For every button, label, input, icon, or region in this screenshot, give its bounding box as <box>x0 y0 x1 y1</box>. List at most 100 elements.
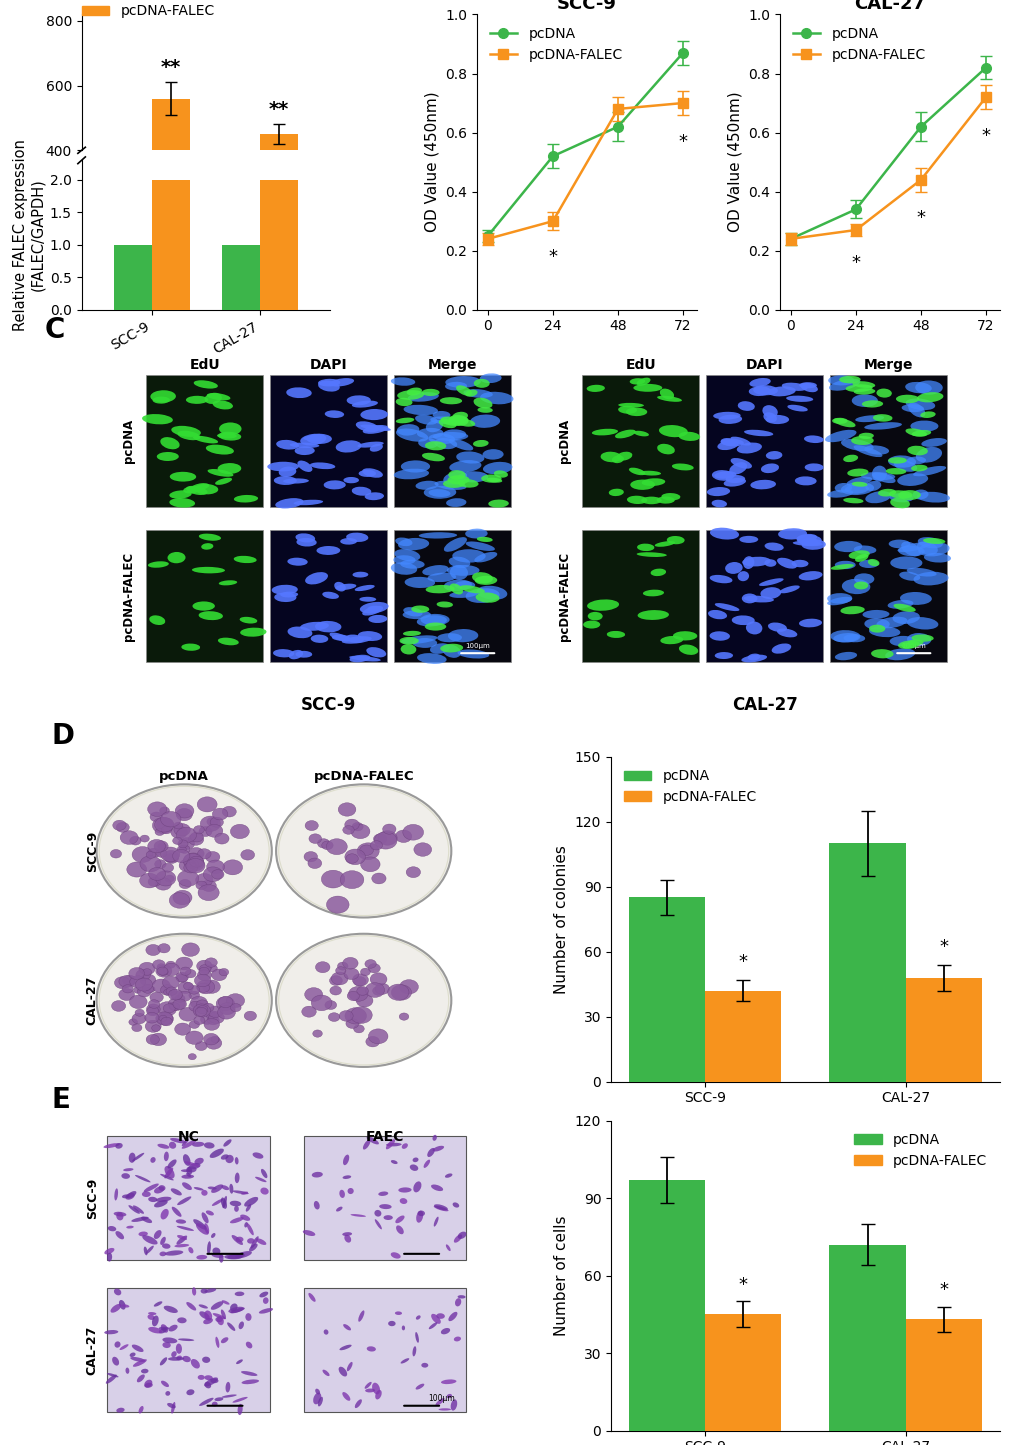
Bar <box>222 244 260 309</box>
Bar <box>582 374 699 507</box>
Circle shape <box>111 1000 125 1012</box>
Circle shape <box>177 991 191 1001</box>
Ellipse shape <box>476 536 492 542</box>
Ellipse shape <box>181 1139 189 1146</box>
Ellipse shape <box>210 1379 218 1383</box>
Ellipse shape <box>211 1185 223 1194</box>
Ellipse shape <box>148 561 169 568</box>
Ellipse shape <box>362 468 382 478</box>
Ellipse shape <box>749 379 770 387</box>
Ellipse shape <box>709 575 732 584</box>
Ellipse shape <box>451 549 485 562</box>
Circle shape <box>150 812 163 822</box>
Ellipse shape <box>473 379 489 387</box>
Ellipse shape <box>202 1212 209 1224</box>
Ellipse shape <box>235 1251 252 1259</box>
Circle shape <box>176 974 187 983</box>
Ellipse shape <box>357 442 383 448</box>
Ellipse shape <box>114 1289 121 1295</box>
Circle shape <box>152 1025 160 1032</box>
Text: **: ** <box>269 100 289 118</box>
Ellipse shape <box>294 447 315 455</box>
Ellipse shape <box>204 1222 209 1234</box>
Ellipse shape <box>204 1377 218 1386</box>
Ellipse shape <box>300 621 328 631</box>
Circle shape <box>203 867 222 881</box>
Ellipse shape <box>149 616 165 626</box>
Ellipse shape <box>204 1311 212 1321</box>
Ellipse shape <box>654 540 675 546</box>
Text: Merge: Merge <box>863 358 912 371</box>
Ellipse shape <box>180 1169 192 1172</box>
Ellipse shape <box>722 478 745 487</box>
Ellipse shape <box>430 416 455 423</box>
Ellipse shape <box>116 1407 124 1413</box>
Ellipse shape <box>219 422 242 435</box>
Circle shape <box>360 968 370 975</box>
Ellipse shape <box>422 565 448 575</box>
Ellipse shape <box>901 405 923 412</box>
Circle shape <box>328 1013 339 1022</box>
Circle shape <box>206 1038 221 1049</box>
Ellipse shape <box>247 1238 255 1244</box>
Circle shape <box>204 1019 219 1030</box>
Ellipse shape <box>826 490 852 497</box>
Circle shape <box>173 890 192 905</box>
Circle shape <box>302 1006 316 1017</box>
Circle shape <box>414 842 431 857</box>
Ellipse shape <box>917 542 949 556</box>
Ellipse shape <box>199 611 223 620</box>
Ellipse shape <box>206 1211 214 1215</box>
Ellipse shape <box>906 633 930 646</box>
Circle shape <box>343 968 359 980</box>
Circle shape <box>116 822 129 832</box>
Ellipse shape <box>436 1314 444 1319</box>
Ellipse shape <box>199 1397 213 1406</box>
Ellipse shape <box>114 1188 118 1201</box>
Ellipse shape <box>448 439 473 451</box>
Ellipse shape <box>411 605 429 613</box>
Ellipse shape <box>196 1224 209 1235</box>
Ellipse shape <box>400 636 437 644</box>
Circle shape <box>199 967 209 975</box>
Ellipse shape <box>224 1254 243 1260</box>
Ellipse shape <box>137 1374 145 1383</box>
Ellipse shape <box>440 1328 449 1334</box>
Ellipse shape <box>170 1188 181 1195</box>
Bar <box>146 529 263 662</box>
Ellipse shape <box>308 435 322 441</box>
Circle shape <box>370 972 386 985</box>
Ellipse shape <box>234 1157 238 1165</box>
Circle shape <box>357 842 379 860</box>
Circle shape <box>184 970 196 978</box>
Ellipse shape <box>637 610 668 620</box>
Circle shape <box>190 857 204 867</box>
Ellipse shape <box>403 631 421 636</box>
Text: *: * <box>980 127 989 144</box>
Circle shape <box>342 825 354 834</box>
Ellipse shape <box>239 627 266 637</box>
Text: pcDNA-FALEC: pcDNA-FALEC <box>313 770 414 783</box>
Ellipse shape <box>614 429 635 438</box>
Circle shape <box>311 996 331 1010</box>
Ellipse shape <box>150 1157 156 1163</box>
Ellipse shape <box>434 438 457 449</box>
Ellipse shape <box>448 556 470 568</box>
Ellipse shape <box>193 601 215 611</box>
Circle shape <box>196 1000 208 1009</box>
Circle shape <box>175 803 194 818</box>
Circle shape <box>179 880 191 889</box>
Ellipse shape <box>171 1207 181 1217</box>
Ellipse shape <box>895 394 918 403</box>
Ellipse shape <box>915 447 942 462</box>
Circle shape <box>97 933 271 1066</box>
Ellipse shape <box>348 656 380 662</box>
Circle shape <box>122 984 133 993</box>
Ellipse shape <box>437 633 462 642</box>
Ellipse shape <box>761 405 777 418</box>
Ellipse shape <box>765 451 782 460</box>
Ellipse shape <box>235 1237 244 1243</box>
Ellipse shape <box>673 631 697 640</box>
Ellipse shape <box>637 543 654 551</box>
Ellipse shape <box>142 1235 158 1244</box>
